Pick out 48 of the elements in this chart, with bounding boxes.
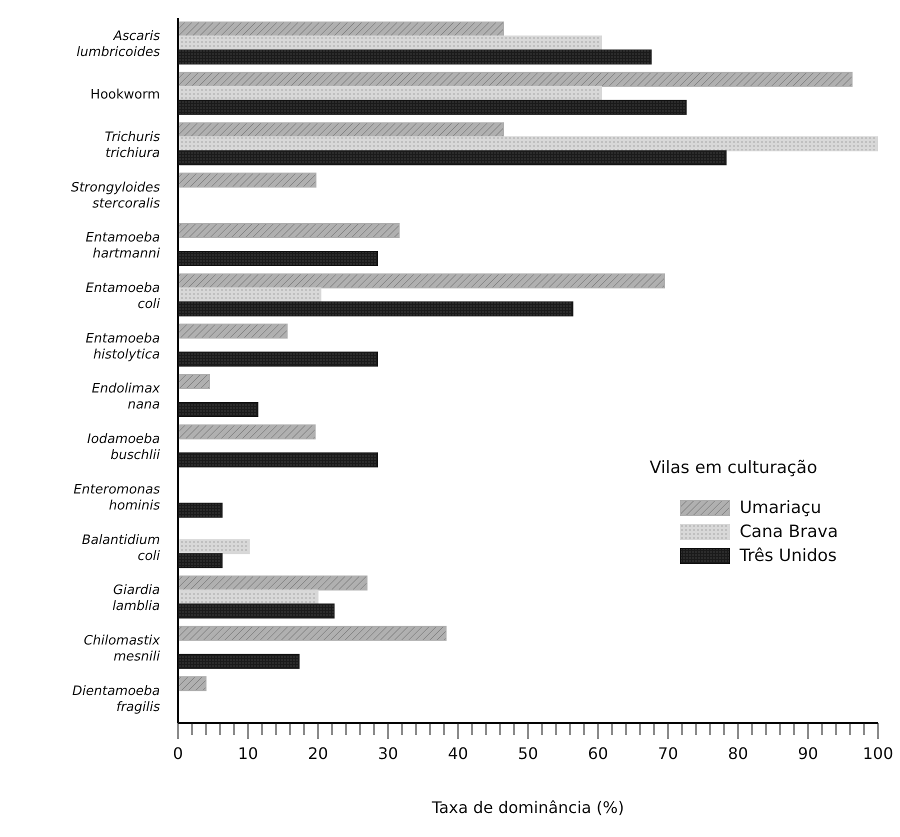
legend-label: Cana Brava (740, 522, 838, 542)
y-tick-label: Trichuris trichiura (104, 130, 160, 161)
bar (178, 36, 602, 51)
y-tick-label: Chilomastix mesnili (84, 633, 160, 664)
bar (178, 626, 447, 641)
legend-label: Umariaçu (740, 498, 822, 518)
y-tick-label: Endolimax nana (92, 382, 160, 413)
y-tick-label: Entamoeba hartmanni (86, 230, 160, 262)
y-tick-label: Giardia lamblia (112, 583, 160, 614)
x-tick-label: 0 (172, 744, 184, 763)
x-tick-label: 70 (658, 744, 678, 763)
legend-label: Três Unidos (740, 546, 837, 566)
x-tick-label: 10 (238, 744, 258, 763)
bar (178, 136, 878, 152)
bar (178, 324, 288, 339)
bar (178, 575, 368, 590)
y-tick-label: Balantidium coli (82, 532, 160, 564)
x-tick-label: 50 (518, 744, 538, 763)
bar (178, 22, 504, 37)
x-axis-title: Taxa de dominância (%) (430, 798, 624, 817)
y-tick-label: Ascaris lumbricoides (76, 29, 160, 60)
bar (178, 676, 206, 692)
bar (178, 287, 322, 302)
bar (178, 86, 602, 101)
legend-title: Vilas em culturação (650, 458, 818, 478)
bar (178, 589, 318, 604)
x-tick-label: 80 (728, 744, 748, 763)
x-tick-label: 100 (862, 744, 894, 763)
y-tick-label: Strongyloides stercoralis (70, 180, 160, 212)
bar (178, 72, 853, 87)
bar (178, 273, 665, 288)
x-tick-label: 40 (448, 744, 468, 763)
y-tick-label: Iodamoeba buschlii (87, 432, 160, 464)
bar (178, 374, 210, 390)
bar (178, 539, 250, 554)
bar (178, 122, 504, 138)
y-tick-label: Hookworm (90, 88, 160, 103)
bar (178, 222, 400, 238)
bar (178, 424, 316, 440)
y-tick-label: Enteromonas hominis (74, 482, 160, 514)
x-tick-label: 30 (378, 744, 398, 763)
x-tick-label: 60 (588, 744, 608, 763)
y-tick-label: Entamoeba coli (86, 280, 160, 312)
x-tick-label: 90 (798, 744, 818, 763)
bar (178, 172, 316, 188)
y-tick-label: Entamoeba histolytica (86, 331, 160, 362)
y-tick-label: Dientamoeba fragilis (72, 684, 160, 715)
x-tick-label: 20 (308, 744, 328, 763)
